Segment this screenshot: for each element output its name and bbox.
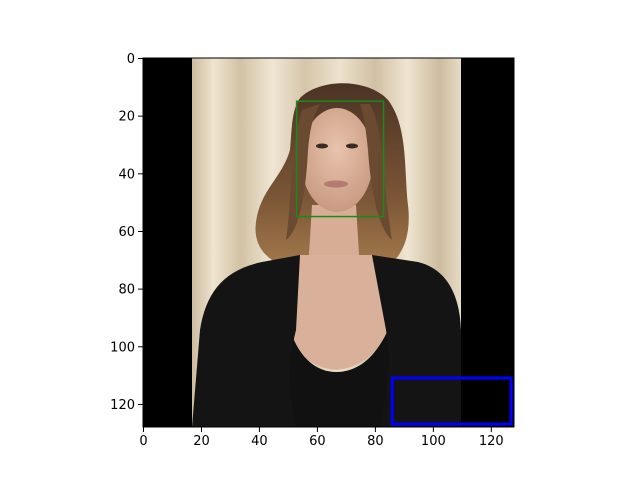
other-bounding-box — [390, 376, 513, 426]
x-tick-label: 40 — [251, 434, 268, 449]
x-tick-label: 80 — [367, 434, 384, 449]
photo-image — [143, 58, 514, 427]
neck — [308, 205, 360, 270]
blazer-left — [192, 255, 300, 427]
face-bounding-box — [295, 100, 385, 218]
x-axis: 0 20 40 60 80 100 120 — [139, 427, 504, 449]
left-eye — [316, 143, 328, 149]
y-tick-label: 60 — [118, 225, 135, 240]
x-tick-label: 20 — [193, 434, 210, 449]
x-tick-label: 0 — [139, 434, 147, 449]
hair-strand-left — [286, 104, 320, 240]
chest — [286, 255, 388, 370]
bounding-boxes — [295, 100, 513, 426]
x-tick-label: 100 — [421, 434, 446, 449]
lips — [324, 180, 348, 188]
y-tick-label: 80 — [118, 283, 135, 298]
axes-frame — [142, 57, 515, 428]
y-axis: 0 20 40 60 80 100 120 — [110, 52, 143, 413]
x-tick-label: 120 — [479, 434, 504, 449]
y-tick-label: 20 — [118, 110, 135, 125]
y-tick-label: 120 — [110, 398, 135, 413]
y-tick-label: 40 — [118, 167, 135, 182]
black-top — [276, 330, 400, 427]
x-tick-label: 60 — [309, 434, 326, 449]
y-tick-label: 100 — [110, 340, 135, 355]
face — [301, 108, 373, 212]
right-eye — [346, 143, 358, 149]
y-tick-label: 0 — [127, 52, 135, 67]
blazer-right — [372, 255, 461, 427]
